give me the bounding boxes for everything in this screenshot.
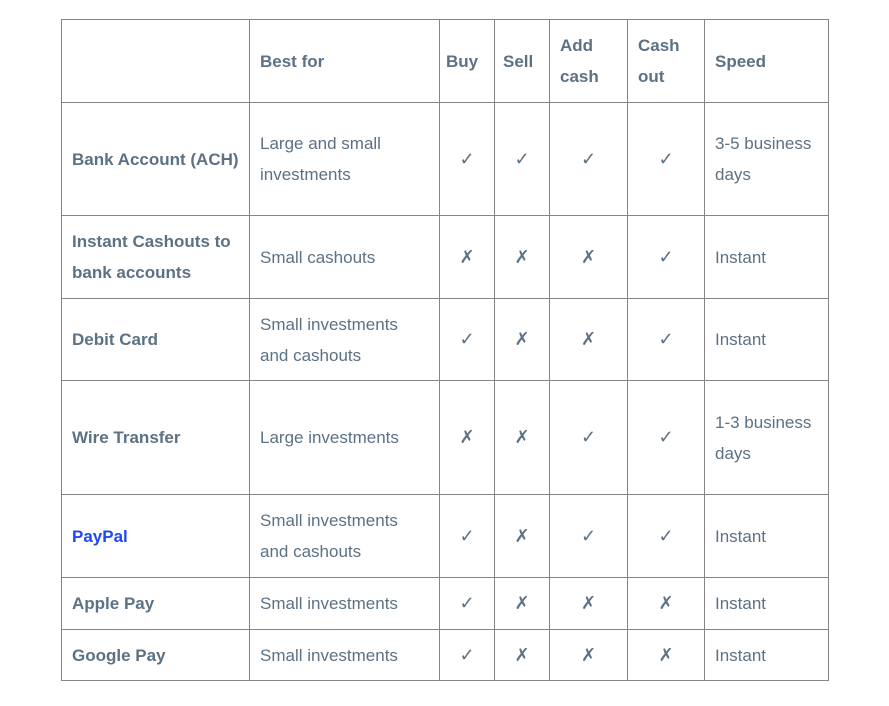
best-for: Small investments xyxy=(249,629,440,681)
cash-out-mark: ✓ xyxy=(627,102,705,216)
table-row: Debit Card Small investments and cashouts… xyxy=(61,298,829,381)
cash-out-mark: ✓ xyxy=(627,298,705,381)
speed: Instant xyxy=(704,298,829,381)
sell-mark: ✗ xyxy=(494,380,550,495)
method-name: Google Pay xyxy=(61,629,250,681)
sell-mark: ✗ xyxy=(494,298,550,381)
table-row: Wire Transfer Large investments ✗ ✗ ✓ ✓ 1-3 bu… xyxy=(61,380,829,495)
header-best-for: Best for xyxy=(249,19,440,103)
add-cash-mark: ✗ xyxy=(549,629,628,681)
add-cash-mark: ✓ xyxy=(549,494,628,578)
header-add-cash: Add cash xyxy=(549,19,628,103)
buy-mark: ✓ xyxy=(439,102,495,216)
cash-out-mark: ✗ xyxy=(627,629,705,681)
buy-mark: ✗ xyxy=(439,380,495,495)
sell-mark: ✗ xyxy=(494,215,550,299)
add-cash-mark: ✗ xyxy=(549,577,628,630)
best-for: Large and small investments xyxy=(249,102,440,216)
best-for: Large investments xyxy=(249,380,440,495)
cash-out-mark: ✓ xyxy=(627,215,705,299)
table-row: Instant Cashouts to bank accounts Small c… xyxy=(61,215,829,299)
sell-mark: ✗ xyxy=(494,577,550,630)
table-row: Google Pay Small investments ✓ ✗ ✗ ✗ Instant xyxy=(61,629,829,681)
best-for: Small investments xyxy=(249,577,440,630)
method-name: Debit Card xyxy=(61,298,250,381)
buy-mark: ✓ xyxy=(439,298,495,381)
cash-out-mark: ✓ xyxy=(627,494,705,578)
method-name: Wire Transfer xyxy=(61,380,250,495)
best-for: Small investments and cashouts xyxy=(249,298,440,381)
buy-mark: ✓ xyxy=(439,577,495,630)
buy-mark: ✗ xyxy=(439,215,495,299)
sell-mark: ✓ xyxy=(494,102,550,216)
payment-methods-table: Best for Buy Sell Add cash Cash out Spee… xyxy=(61,19,829,681)
add-cash-mark: ✗ xyxy=(549,215,628,299)
cash-out-mark: ✗ xyxy=(627,577,705,630)
header-speed: Speed xyxy=(704,19,829,103)
speed: Instant xyxy=(704,629,829,681)
header-buy: Buy xyxy=(439,19,495,103)
add-cash-mark: ✓ xyxy=(549,102,628,216)
add-cash-mark: ✓ xyxy=(549,380,628,495)
header-cash-out: Cash out xyxy=(627,19,705,103)
header-method xyxy=(61,19,250,103)
speed: 3-5 business days xyxy=(704,102,829,216)
method-name: PayPal xyxy=(61,494,250,578)
table-row: Apple Pay Small investments ✓ ✗ ✗ ✗ Instant xyxy=(61,577,829,630)
speed: Instant xyxy=(704,494,829,578)
header-row: Best for Buy Sell Add cash Cash out Spee… xyxy=(61,19,829,103)
method-name: Apple Pay xyxy=(61,577,250,630)
best-for: Small cashouts xyxy=(249,215,440,299)
method-link[interactable]: PayPal xyxy=(72,526,128,546)
sell-mark: ✗ xyxy=(494,494,550,578)
header-sell: Sell xyxy=(494,19,550,103)
speed: Instant xyxy=(704,577,829,630)
speed: 1-3 business days xyxy=(704,380,829,495)
method-name: Instant Cashouts to bank accounts xyxy=(61,215,250,299)
sell-mark: ✗ xyxy=(494,629,550,681)
buy-mark: ✓ xyxy=(439,494,495,578)
cash-out-mark: ✓ xyxy=(627,380,705,495)
best-for: Small investments and cashouts xyxy=(249,494,440,578)
speed: Instant xyxy=(704,215,829,299)
add-cash-mark: ✗ xyxy=(549,298,628,381)
method-name: Bank Account (ACH) xyxy=(61,102,250,216)
table-row: PayPal Small investments and cashouts ✓ ✗ ✓ ✓… xyxy=(61,494,829,578)
table-row: Bank Account (ACH) Large and small invest… xyxy=(61,102,829,216)
buy-mark: ✓ xyxy=(439,629,495,681)
